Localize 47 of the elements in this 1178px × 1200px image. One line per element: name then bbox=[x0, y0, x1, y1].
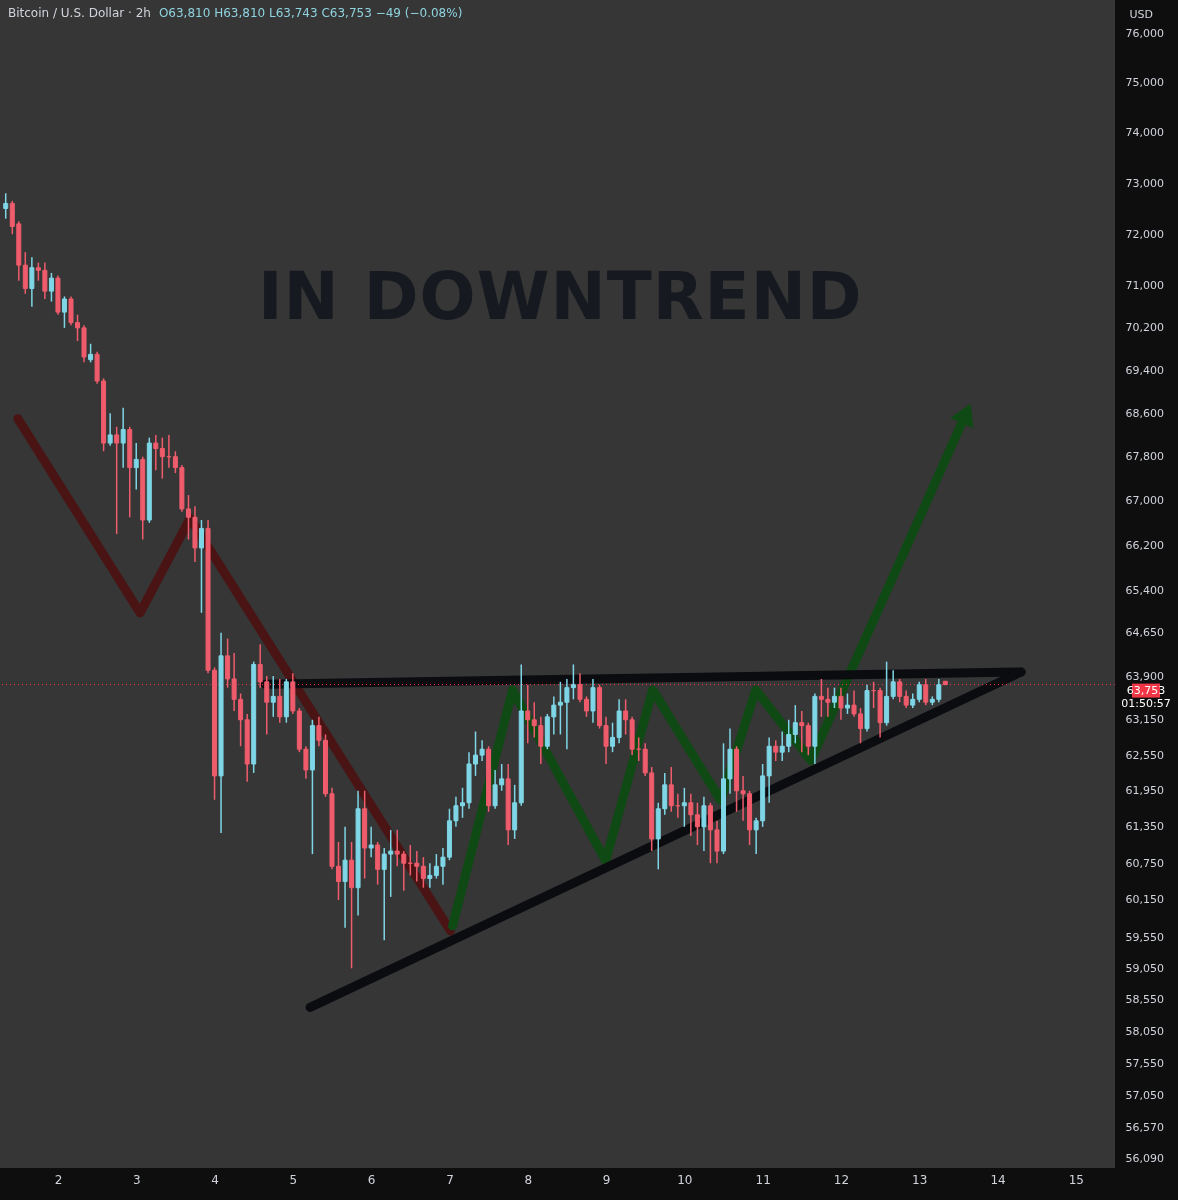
y-tick-label: 63,150 bbox=[1125, 713, 1164, 727]
x-tick-label: 12 bbox=[833, 1172, 850, 1187]
y-tick-label: 71,000 bbox=[1125, 279, 1164, 293]
y-tick-label: 70,200 bbox=[1125, 321, 1164, 335]
x-tick-label: 3 bbox=[132, 1172, 141, 1187]
y-tick-label: 58,550 bbox=[1125, 993, 1164, 1007]
y-tick-label: 56,570 bbox=[1125, 1120, 1164, 1134]
y-tick-label: 60,150 bbox=[1125, 893, 1164, 907]
y-tick-label: 59,050 bbox=[1125, 961, 1164, 975]
y-tick-label: 61,350 bbox=[1125, 820, 1164, 834]
y-tick-label: 61,950 bbox=[1125, 784, 1164, 798]
y-tick-label: 76,000 bbox=[1125, 27, 1164, 41]
x-tick-label: 10 bbox=[677, 1172, 693, 1187]
y-tick-label: 60,750 bbox=[1125, 856, 1164, 870]
y-tick-label: 64,650 bbox=[1125, 626, 1164, 640]
y-tick-label: 67,800 bbox=[1125, 450, 1164, 464]
x-tick-label: 8 bbox=[524, 1172, 533, 1187]
y-tick-label: 57,050 bbox=[1125, 1089, 1164, 1103]
x-tick-label: 5 bbox=[289, 1172, 298, 1187]
x-tick-label: 13 bbox=[912, 1172, 928, 1187]
x-tick-label: 6 bbox=[367, 1172, 376, 1187]
y-tick-label: 74,000 bbox=[1125, 126, 1164, 140]
y-tick-label: 75,000 bbox=[1125, 76, 1164, 90]
x-tick-label: 11 bbox=[755, 1172, 771, 1187]
y-tick-label: 66,200 bbox=[1125, 538, 1164, 552]
y-tick-label: 68,600 bbox=[1125, 406, 1164, 420]
y-tick-label: 67,000 bbox=[1125, 494, 1164, 508]
y-tick-label: 57,550 bbox=[1125, 1057, 1164, 1071]
x-tick-label: 4 bbox=[211, 1172, 219, 1187]
y-tick-label: 63,900 bbox=[1125, 669, 1164, 683]
x-tick-label: 7 bbox=[446, 1172, 454, 1187]
y-tick-label: 65,400 bbox=[1125, 583, 1164, 597]
y-tick-label: 62,550 bbox=[1125, 748, 1164, 762]
y-tick-label: 59,550 bbox=[1125, 930, 1164, 944]
y-tick-label: 72,000 bbox=[1125, 227, 1164, 241]
text: O63,810 H63,810 L63,743 C63,753 −49 (−0.08%) bbox=[158, 6, 463, 20]
y-tick-label: 73,000 bbox=[1125, 176, 1164, 190]
x-tick-label: 9 bbox=[602, 1172, 611, 1187]
text: 01:50:57 bbox=[1121, 696, 1171, 710]
y-tick-label: 69,400 bbox=[1125, 363, 1164, 377]
x-tick-label: 14 bbox=[990, 1172, 1006, 1187]
text: Bitcoin / U.S. Dollar · 2h bbox=[8, 6, 151, 20]
x-tick-label: 2 bbox=[54, 1172, 63, 1187]
y-axis-title: USD bbox=[1129, 7, 1154, 21]
y-tick-label: 56,090 bbox=[1125, 1152, 1164, 1166]
x-tick-label: 15 bbox=[1068, 1172, 1084, 1187]
y-tick-label: 58,050 bbox=[1125, 1025, 1164, 1039]
